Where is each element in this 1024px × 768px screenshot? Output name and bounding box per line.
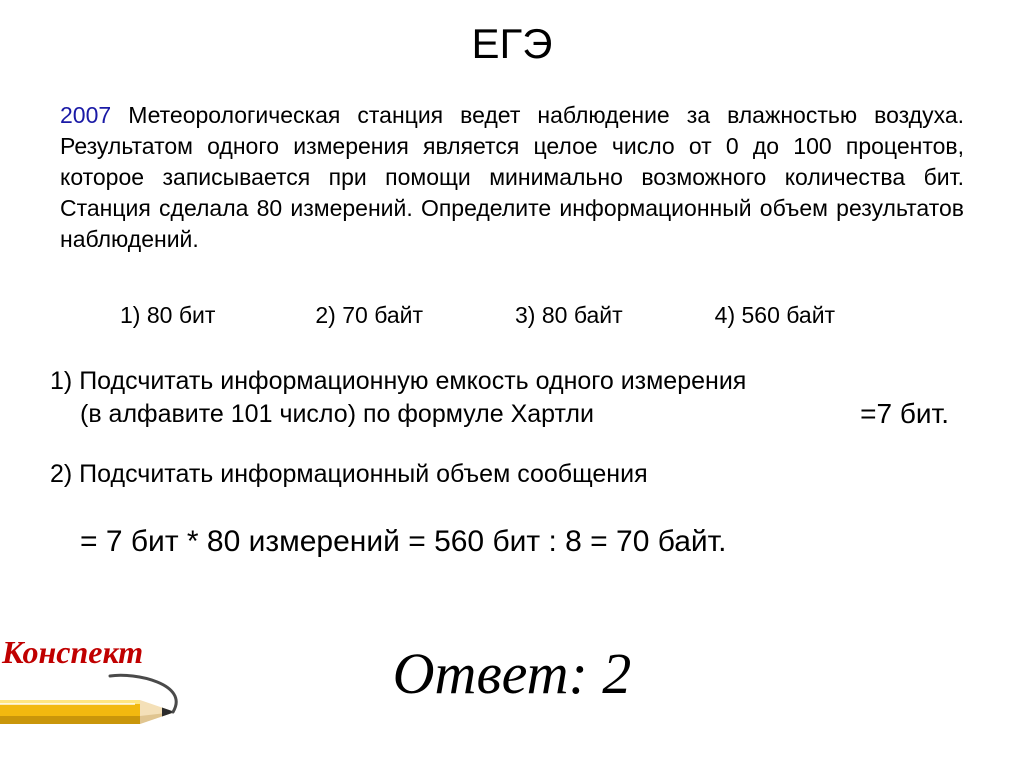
konspekt-label: Конспект [2,634,143,671]
problem-text: 2007 Метеорологическая станция ведет наб… [60,100,964,255]
option-3: 3) 80 байт [515,302,623,329]
slide-title: ЕГЭ [0,20,1024,68]
option-4: 4) 560 байт [715,302,835,329]
problem-year: 2007 [60,102,111,128]
konspekt-logo: Конспект [0,634,220,734]
pencil-icon [0,672,220,747]
solution-step-1: 1) Подсчитать информационную емкость одн… [50,365,964,430]
step1-line2: (в алфавите 101 число) по формуле Хартли [80,400,594,428]
step1-result: =7 бит. [860,398,949,430]
step1-line1: Подсчитать информационную емкость одного… [79,367,746,395]
solution-step-2: 2) Подсчитать информационный объем сообщ… [50,460,964,489]
option-2: 2) 70 байт [315,302,423,329]
answer-options: 1) 80 бит 2) 70 байт 3) 80 байт 4) 560 б… [60,302,964,329]
slide: ЕГЭ 2007 Метеорологическая станция ведет… [0,0,1024,768]
step1-num: 1) [50,367,72,395]
calculation: = 7 бит * 80 измерений = 560 бит : 8 = 7… [80,525,726,559]
option-1: 1) 80 бит [120,302,215,329]
problem-body: Метеорологическая станция ведет наблюден… [60,102,964,252]
